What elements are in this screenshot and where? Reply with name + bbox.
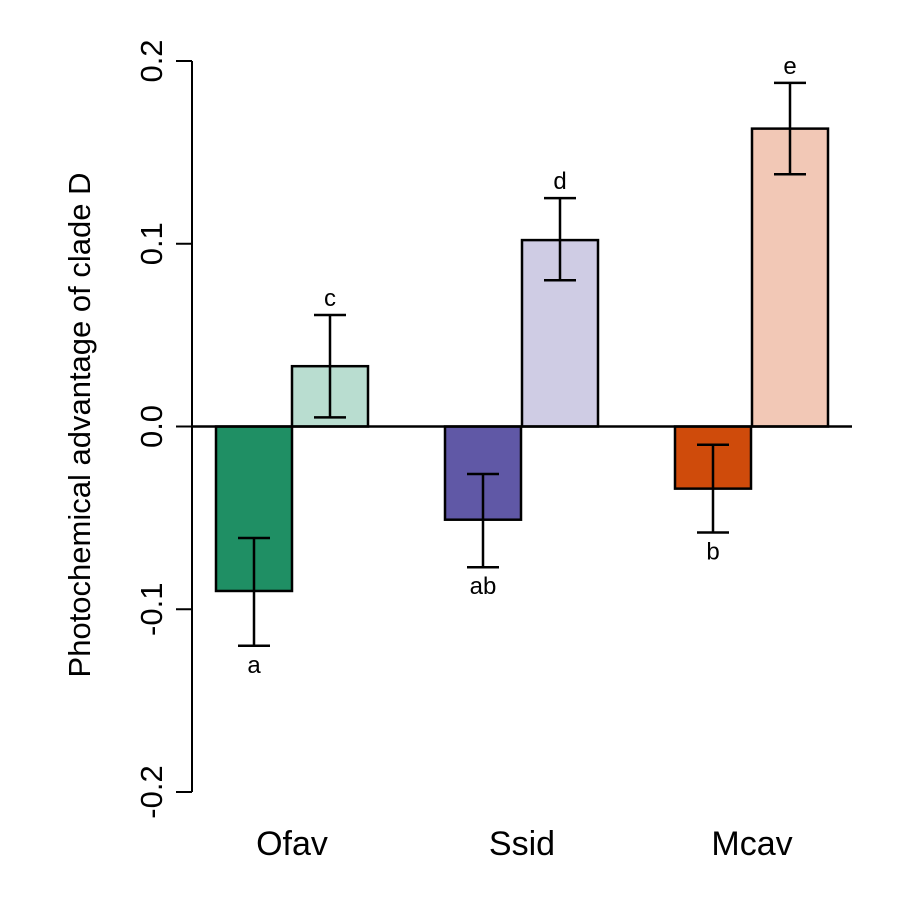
y-tick-label: 0.0 (134, 405, 169, 448)
y-tick-label: -0.2 (134, 765, 169, 818)
bars-group: a c ab d b e (192, 53, 852, 679)
x-axis-labels: Ofav Ssid Mcav (256, 825, 793, 863)
y-axis: -0.2 -0.1 0.0 0.1 0.2 (134, 39, 193, 819)
significance-letter: c (324, 285, 336, 312)
y-axis-label: Photochemical advantage of clade D (62, 173, 97, 678)
significance-letter: e (783, 53, 796, 80)
significance-letter: b (706, 538, 719, 565)
x-category-label: Ssid (489, 825, 555, 863)
y-tick-label: 0.1 (134, 222, 169, 265)
significance-letter: d (553, 168, 566, 195)
significance-letter: ab (470, 573, 497, 600)
x-category-label: Mcav (711, 825, 792, 863)
y-tick-label: 0.2 (134, 39, 169, 82)
significance-letter: a (247, 652, 261, 679)
x-category-label: Ofav (256, 825, 328, 863)
y-tick-label: -0.1 (134, 583, 169, 636)
